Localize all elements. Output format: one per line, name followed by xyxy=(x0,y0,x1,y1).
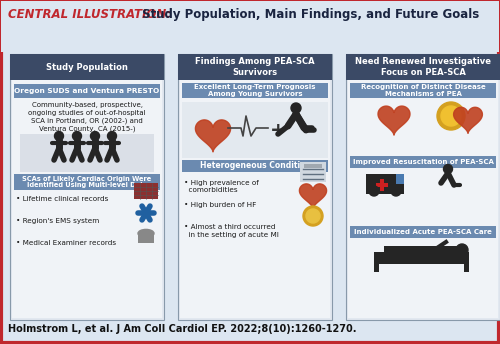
Text: Study Population, Main Findings, and Future Goals: Study Population, Main Findings, and Fut… xyxy=(138,8,479,21)
Bar xyxy=(396,174,404,184)
Ellipse shape xyxy=(138,229,154,237)
Bar xyxy=(134,183,158,199)
Polygon shape xyxy=(378,106,410,135)
Bar xyxy=(374,262,379,272)
Circle shape xyxy=(444,164,452,173)
Circle shape xyxy=(441,106,461,126)
Text: Individualized Acute PEA-SCA Care: Individualized Acute PEA-SCA Care xyxy=(354,229,492,235)
Bar xyxy=(12,56,162,318)
Circle shape xyxy=(391,186,401,196)
Text: • High prevalence of
  comorbidities: • High prevalence of comorbidities xyxy=(184,180,259,193)
Text: • Lifetime clinical records: • Lifetime clinical records xyxy=(16,196,108,202)
Circle shape xyxy=(143,210,149,216)
Bar xyxy=(304,164,322,168)
Bar xyxy=(374,252,469,264)
Text: +: + xyxy=(270,120,286,140)
Text: Improved Resuscitation of PEA-SCA: Improved Resuscitation of PEA-SCA xyxy=(352,159,494,165)
Bar xyxy=(182,160,328,172)
Text: Recognition of Distinct Disease
Mechanisms of PEA: Recognition of Distinct Disease Mechanis… xyxy=(360,84,486,97)
Bar xyxy=(350,83,496,98)
Circle shape xyxy=(456,244,468,256)
Circle shape xyxy=(108,131,116,140)
Bar xyxy=(380,179,384,191)
Bar xyxy=(384,246,460,254)
Bar xyxy=(348,56,498,318)
Polygon shape xyxy=(454,107,482,133)
Text: Need Renewed Investigative
Focus on PEA-SCA: Need Renewed Investigative Focus on PEA-… xyxy=(355,57,491,77)
Bar xyxy=(10,54,164,80)
Text: Holmstrom L, et al. J Am Coll Cardiol EP. 2022;8(10):1260-1270.: Holmstrom L, et al. J Am Coll Cardiol EP… xyxy=(8,324,356,334)
Text: • Medical Examiner records: • Medical Examiner records xyxy=(16,240,116,246)
Bar xyxy=(182,83,328,98)
Text: • Region's EMS system: • Region's EMS system xyxy=(16,218,99,224)
Text: • High burden of HF: • High burden of HF xyxy=(184,202,256,208)
Bar xyxy=(346,54,500,80)
Bar xyxy=(178,54,332,80)
Bar xyxy=(14,84,160,98)
Bar xyxy=(300,162,326,182)
Bar xyxy=(366,174,404,194)
Circle shape xyxy=(437,102,465,130)
Bar xyxy=(1,1,499,52)
Text: Community-based, prospective,
ongoing studies of out-of-hospital
SCA in Portland: Community-based, prospective, ongoing st… xyxy=(28,102,146,132)
Circle shape xyxy=(54,131,64,140)
Circle shape xyxy=(72,131,82,140)
Circle shape xyxy=(303,206,323,226)
Text: • Almost a third occurred
  in the setting of acute MI: • Almost a third occurred in the setting… xyxy=(184,224,279,237)
Text: SCAs of Likely Cardiac Origin Were
Identified Using Multi-level Data: SCAs of Likely Cardiac Origin Were Ident… xyxy=(22,175,152,189)
Text: Heterogeneous Condition: Heterogeneous Condition xyxy=(200,161,310,171)
Bar xyxy=(180,56,330,318)
Circle shape xyxy=(369,186,379,196)
Polygon shape xyxy=(196,120,230,152)
Bar xyxy=(14,174,160,190)
Bar xyxy=(350,156,496,168)
Bar xyxy=(376,183,388,187)
Bar xyxy=(182,102,328,158)
Circle shape xyxy=(90,131,100,140)
Text: Findings Among PEA-SCA
Survivors: Findings Among PEA-SCA Survivors xyxy=(195,57,315,77)
Polygon shape xyxy=(300,184,326,208)
Bar xyxy=(138,233,154,243)
Bar xyxy=(20,134,154,172)
Bar xyxy=(464,262,469,272)
Text: Excellent Long-Term Prognosis
Among Young Survivors: Excellent Long-Term Prognosis Among Youn… xyxy=(194,84,316,97)
Circle shape xyxy=(291,103,301,113)
Bar xyxy=(350,226,496,238)
Text: CENTRAL ILLUSTRATION:: CENTRAL ILLUSTRATION: xyxy=(8,8,171,21)
Bar xyxy=(178,54,332,320)
Bar xyxy=(10,54,164,320)
Circle shape xyxy=(306,209,320,223)
Bar xyxy=(346,54,500,320)
Text: Study Population: Study Population xyxy=(46,63,128,72)
Text: Oregon SUDS and Ventura PRESTO: Oregon SUDS and Ventura PRESTO xyxy=(14,88,160,94)
